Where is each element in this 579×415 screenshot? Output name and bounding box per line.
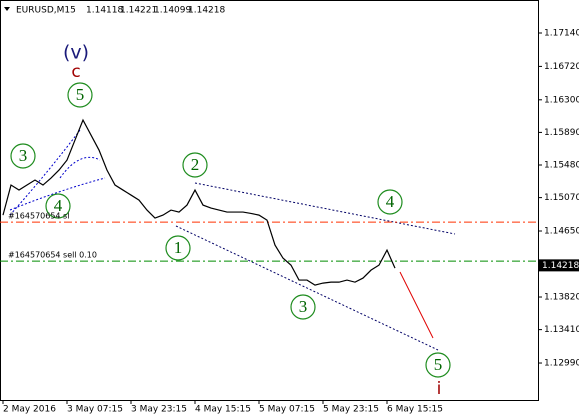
x-tick-label: 5 May 07:15 (259, 405, 315, 415)
wave-number: 4 (54, 196, 63, 215)
price-line (2, 118, 396, 286)
trend-line (175, 225, 439, 351)
trend-line (194, 182, 456, 235)
ohlc-value: 1.14099 (154, 6, 191, 16)
menu-arrow (4, 7, 10, 11)
wave-number: 3 (299, 297, 308, 316)
x-tick-label: 3 May 23:15 (131, 405, 187, 415)
wave-ring (67, 82, 93, 108)
wave-ring (165, 235, 191, 261)
y-tick-label: 1.15070 (544, 193, 579, 203)
order-label: #164570654 sl (8, 212, 69, 221)
y-tick-label: 1.17140 (544, 29, 579, 39)
wave-ring (425, 352, 451, 378)
x-tick-label: 5 May 23:15 (323, 405, 379, 415)
x-tick-label: 2 May 2016 (3, 405, 56, 415)
wave-letter: c (71, 62, 80, 82)
wave-number: 3 (19, 146, 28, 165)
wave-number: 5 (434, 355, 443, 374)
wave-minor: i (437, 379, 442, 399)
y-tick-label: 1.16300 (544, 95, 579, 105)
y-tick-label: 1.13820 (544, 293, 579, 303)
wave-number: 5 (76, 85, 85, 104)
wave-ring (182, 152, 208, 178)
wave-ring (377, 189, 403, 215)
order-label: #164570654 sell 0.10 (8, 251, 97, 260)
y-tick-label: 1.15480 (544, 161, 579, 171)
y-tick-label: 1.16720 (544, 62, 579, 72)
ohlc-value: 1.14221 (120, 6, 157, 16)
wave-number: 2 (191, 155, 200, 174)
trend-lines (9, 129, 456, 351)
x-tick-label: 6 May 15:15 (387, 405, 443, 415)
symbol: EURUSD,M15 (16, 6, 76, 16)
wave-numbers: 3 4 5 2 1 3 4 5 (10, 82, 451, 378)
wave-degree: (v) (63, 42, 89, 64)
y-tick-label: 1.12990 (544, 359, 579, 369)
wave-ring (290, 294, 316, 320)
x-tick-label: 3 May 07:15 (67, 405, 123, 415)
plot-frame (0, 0, 539, 401)
y-tick-label: 1.14650 (544, 227, 579, 237)
y-tick-label: 1.15890 (544, 128, 579, 138)
wave-number: 4 (386, 192, 395, 211)
bid-label: 1.14218 (542, 261, 579, 271)
bid-box (538, 259, 579, 272)
ohlc-value: 1.14118 (86, 6, 123, 16)
projection (399, 271, 434, 339)
trend-line (9, 129, 81, 216)
trend-line (59, 156, 101, 179)
wave-number: 1 (174, 238, 183, 257)
wave-ring (10, 143, 36, 169)
ohlc-value: 1.14218 (188, 6, 225, 16)
y-tick-label: 1.13410 (544, 325, 579, 335)
wave-ring (45, 193, 71, 219)
x-tick-label: 4 May 15:15 (195, 405, 251, 415)
